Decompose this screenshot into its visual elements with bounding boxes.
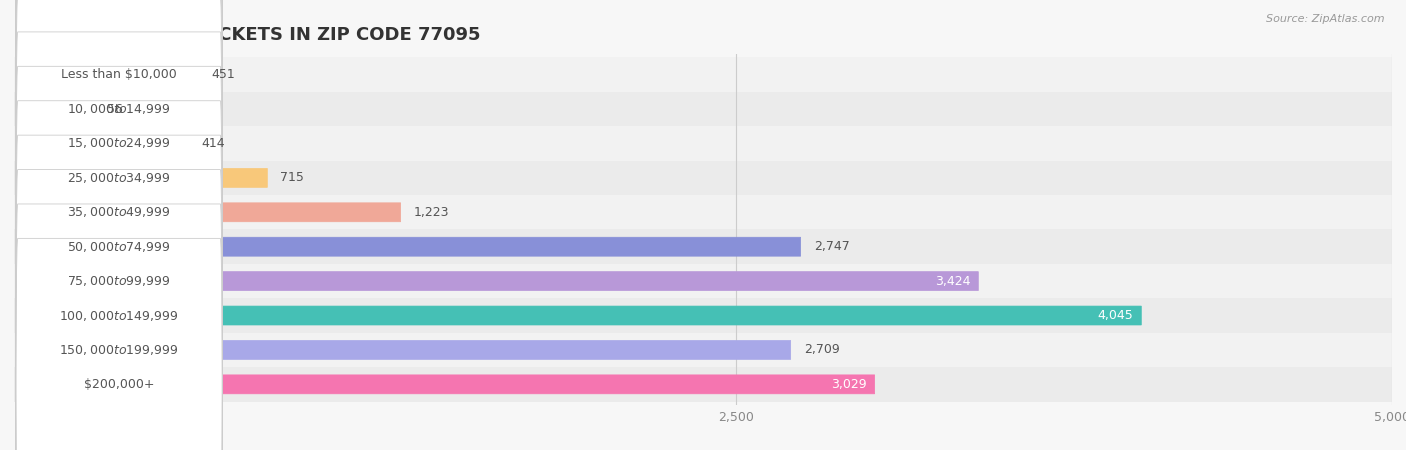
FancyBboxPatch shape [15,66,222,358]
Text: $75,000 to $99,999: $75,000 to $99,999 [67,274,170,288]
Bar [14,230,1392,264]
Text: $35,000 to $49,999: $35,000 to $49,999 [67,205,170,219]
FancyBboxPatch shape [80,375,875,394]
Text: Less than $10,000: Less than $10,000 [62,68,177,81]
Bar [14,92,1392,126]
FancyBboxPatch shape [15,170,222,450]
FancyBboxPatch shape [15,32,222,324]
Text: 451: 451 [211,68,235,81]
FancyBboxPatch shape [80,168,267,187]
Text: 2,709: 2,709 [804,343,839,356]
FancyBboxPatch shape [80,272,979,291]
Text: 3,029: 3,029 [831,378,866,391]
Text: 414: 414 [201,137,225,150]
FancyBboxPatch shape [80,134,188,153]
FancyBboxPatch shape [15,0,222,255]
Bar [14,195,1392,230]
Text: $200,000+: $200,000+ [84,378,155,391]
Text: $100,000 to $149,999: $100,000 to $149,999 [59,309,179,323]
FancyBboxPatch shape [80,306,1142,325]
Text: $25,000 to $34,999: $25,000 to $34,999 [67,171,170,185]
FancyBboxPatch shape [15,0,222,289]
FancyBboxPatch shape [80,341,790,360]
FancyBboxPatch shape [80,99,94,118]
FancyBboxPatch shape [15,0,222,220]
Bar [14,333,1392,367]
Bar [14,367,1392,401]
FancyBboxPatch shape [15,238,222,450]
Text: 715: 715 [280,171,304,184]
Text: 2,747: 2,747 [814,240,849,253]
Text: $150,000 to $199,999: $150,000 to $199,999 [59,343,179,357]
Text: $15,000 to $24,999: $15,000 to $24,999 [67,136,170,150]
Text: 56: 56 [107,103,124,116]
Text: 4,045: 4,045 [1098,309,1133,322]
Bar [14,126,1392,161]
Text: $50,000 to $74,999: $50,000 to $74,999 [67,240,170,254]
FancyBboxPatch shape [15,101,222,393]
Text: 3,424: 3,424 [935,274,970,288]
Bar [14,58,1392,92]
Bar [14,298,1392,333]
Bar [14,264,1392,298]
Text: $10,000 to $14,999: $10,000 to $14,999 [67,102,170,116]
FancyBboxPatch shape [15,204,222,450]
Text: FAMILY INCOME BRACKETS IN ZIP CODE 77095: FAMILY INCOME BRACKETS IN ZIP CODE 77095 [14,26,481,44]
FancyBboxPatch shape [15,135,222,427]
FancyBboxPatch shape [80,237,800,256]
Text: Source: ZipAtlas.com: Source: ZipAtlas.com [1267,14,1385,23]
FancyBboxPatch shape [80,65,198,84]
FancyBboxPatch shape [80,203,401,222]
Bar [14,161,1392,195]
Text: 1,223: 1,223 [413,206,450,219]
